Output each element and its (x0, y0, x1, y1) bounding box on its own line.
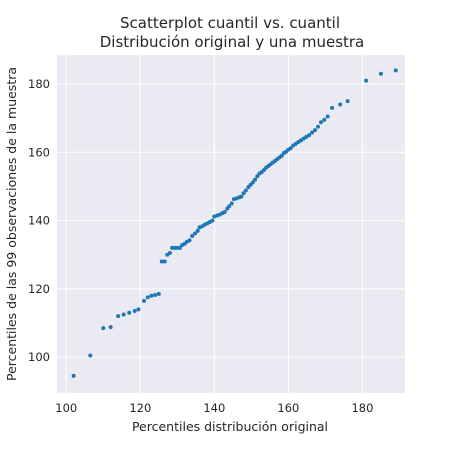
data-point (239, 194, 244, 199)
y-tick-label: 140 (28, 214, 50, 228)
data-point (250, 180, 255, 185)
data-point (253, 177, 258, 182)
data-point (345, 99, 350, 104)
data-point (364, 78, 369, 83)
data-point (108, 325, 113, 330)
data-point (116, 314, 121, 319)
x-axis-label: Percentiles distribución original (132, 419, 328, 434)
data-point (210, 218, 215, 223)
x-tick-label: 120 (129, 401, 151, 415)
data-point (378, 71, 383, 76)
x-tick-label: 140 (203, 401, 225, 415)
data-point (101, 326, 106, 331)
x-tick-label: 100 (55, 401, 77, 415)
data-point (142, 298, 146, 303)
y-tick-label: 180 (28, 77, 50, 91)
x-tick-label: 160 (277, 401, 299, 415)
chart-subtitle: Distribución original y una muestra (100, 33, 365, 51)
data-point (243, 188, 248, 193)
data-point (304, 134, 309, 139)
data-point (330, 105, 335, 110)
data-point (322, 117, 327, 122)
plot-area (57, 55, 405, 393)
y-tick-label: 160 (28, 145, 50, 159)
data-point (162, 259, 167, 264)
data-point (313, 128, 318, 133)
data-point (241, 191, 246, 196)
data-point (156, 291, 161, 296)
chart-title: Scatterplot cuantil vs. cuantil (120, 14, 340, 32)
data-point (136, 307, 141, 312)
data-point (88, 353, 93, 358)
grid-lines (57, 55, 405, 393)
data-point (71, 373, 76, 378)
data-point (393, 68, 398, 73)
data-points (71, 68, 398, 378)
y-tick-label: 120 (28, 282, 50, 296)
y-tick-labels: 100 120 140 160 180 (28, 77, 50, 364)
data-point (149, 293, 154, 298)
data-point (318, 120, 323, 125)
data-point (279, 153, 284, 158)
data-point (132, 309, 137, 314)
data-point (145, 295, 150, 300)
data-point (127, 310, 132, 315)
data-point (190, 233, 195, 238)
y-tick-label: 100 (28, 350, 50, 364)
data-point (255, 174, 260, 179)
data-point (227, 204, 232, 209)
data-point (307, 133, 312, 138)
y-axis-label: Percentiles de las 99 observaciones de l… (4, 67, 19, 381)
data-point (229, 201, 234, 206)
data-point (159, 259, 164, 264)
data-point (338, 102, 343, 107)
data-point (195, 228, 200, 233)
data-point (187, 238, 192, 243)
data-point (325, 114, 330, 119)
data-point (167, 251, 172, 256)
data-point (121, 312, 126, 317)
data-point (222, 210, 227, 215)
x-tick-labels: 100 120 140 160 180 (55, 401, 373, 415)
data-point (288, 146, 293, 151)
data-point (310, 130, 315, 135)
data-point (193, 231, 198, 236)
data-point (177, 245, 182, 250)
data-point (153, 293, 158, 298)
x-tick-label: 180 (351, 401, 373, 415)
data-point (316, 124, 320, 129)
